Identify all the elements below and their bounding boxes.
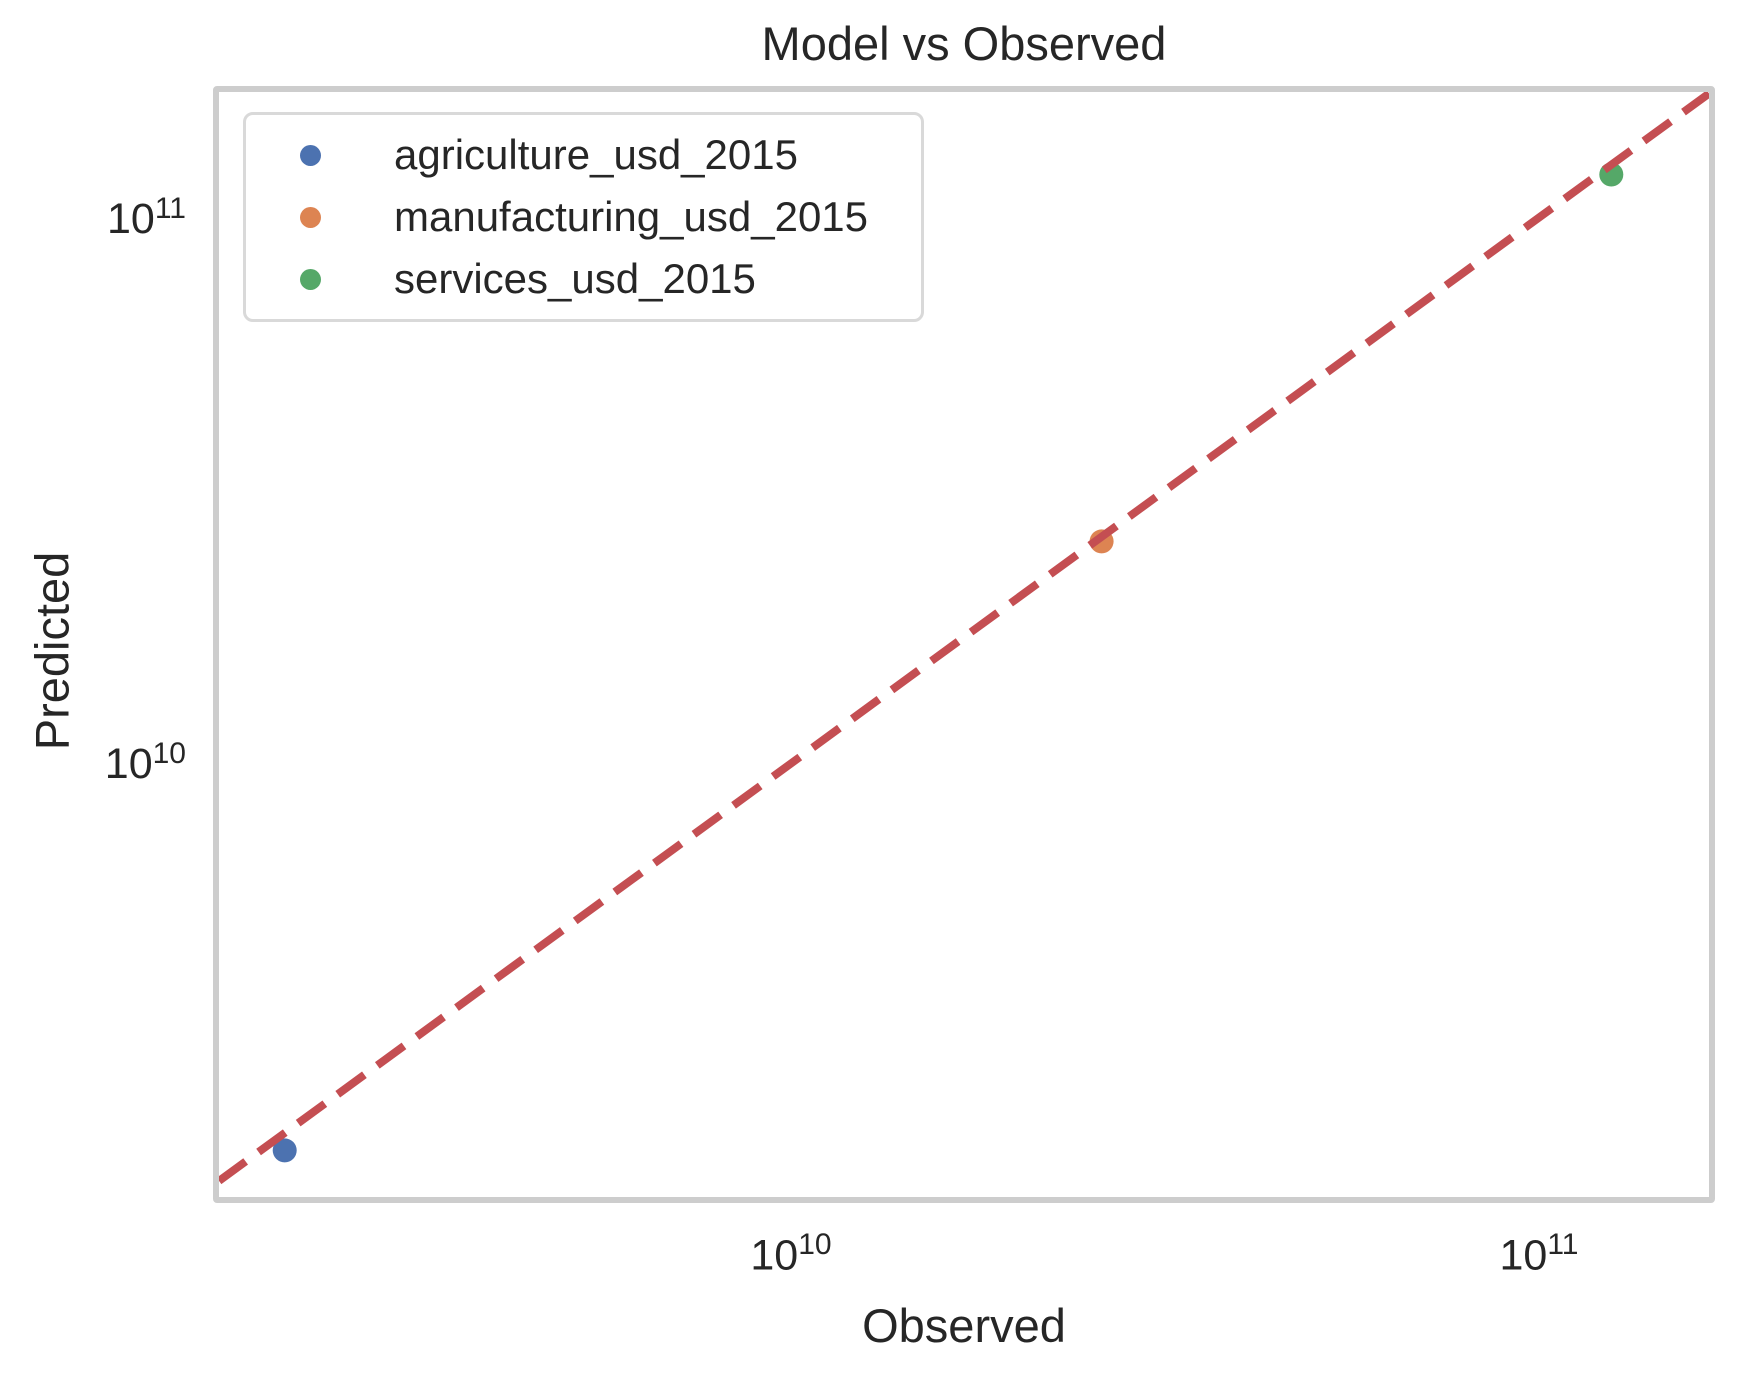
- legend-marker-manufacturing-icon: [300, 206, 321, 228]
- y-tick-label-1e10: 1010: [104, 736, 186, 789]
- legend: agriculture_usd_2015 manufacturing_usd_2…: [243, 112, 924, 322]
- legend-item-manufacturing: manufacturing_usd_2015: [300, 186, 921, 248]
- x-tick-label-1e11: 1011: [1499, 1228, 1579, 1280]
- legend-label-services: services_usd_2015: [394, 255, 756, 302]
- identity-line: [219, 92, 1709, 1185]
- legend-item-agriculture: agriculture_usd_2015: [300, 124, 921, 186]
- plot-canvas: [219, 92, 1709, 1185]
- chart-title: Model vs Observed: [761, 17, 1167, 70]
- data-point-agriculture_usd_2015: [272, 1138, 297, 1163]
- x-axis-label: Observed: [862, 1299, 1066, 1352]
- x-tick-label-1e10: 1010: [750, 1228, 832, 1280]
- legend-label-agriculture: agriculture_usd_2015: [394, 131, 798, 178]
- legend-marker-services-icon: [300, 268, 321, 290]
- legend-marker-agriculture-icon: [300, 144, 321, 166]
- y-tick-label-1e11: 1011: [107, 191, 186, 244]
- legend-label-manufacturing: manufacturing_usd_2015: [394, 193, 869, 240]
- y-axis-label: Predicted: [25, 551, 79, 751]
- legend-item-services: services_usd_2015: [300, 248, 921, 310]
